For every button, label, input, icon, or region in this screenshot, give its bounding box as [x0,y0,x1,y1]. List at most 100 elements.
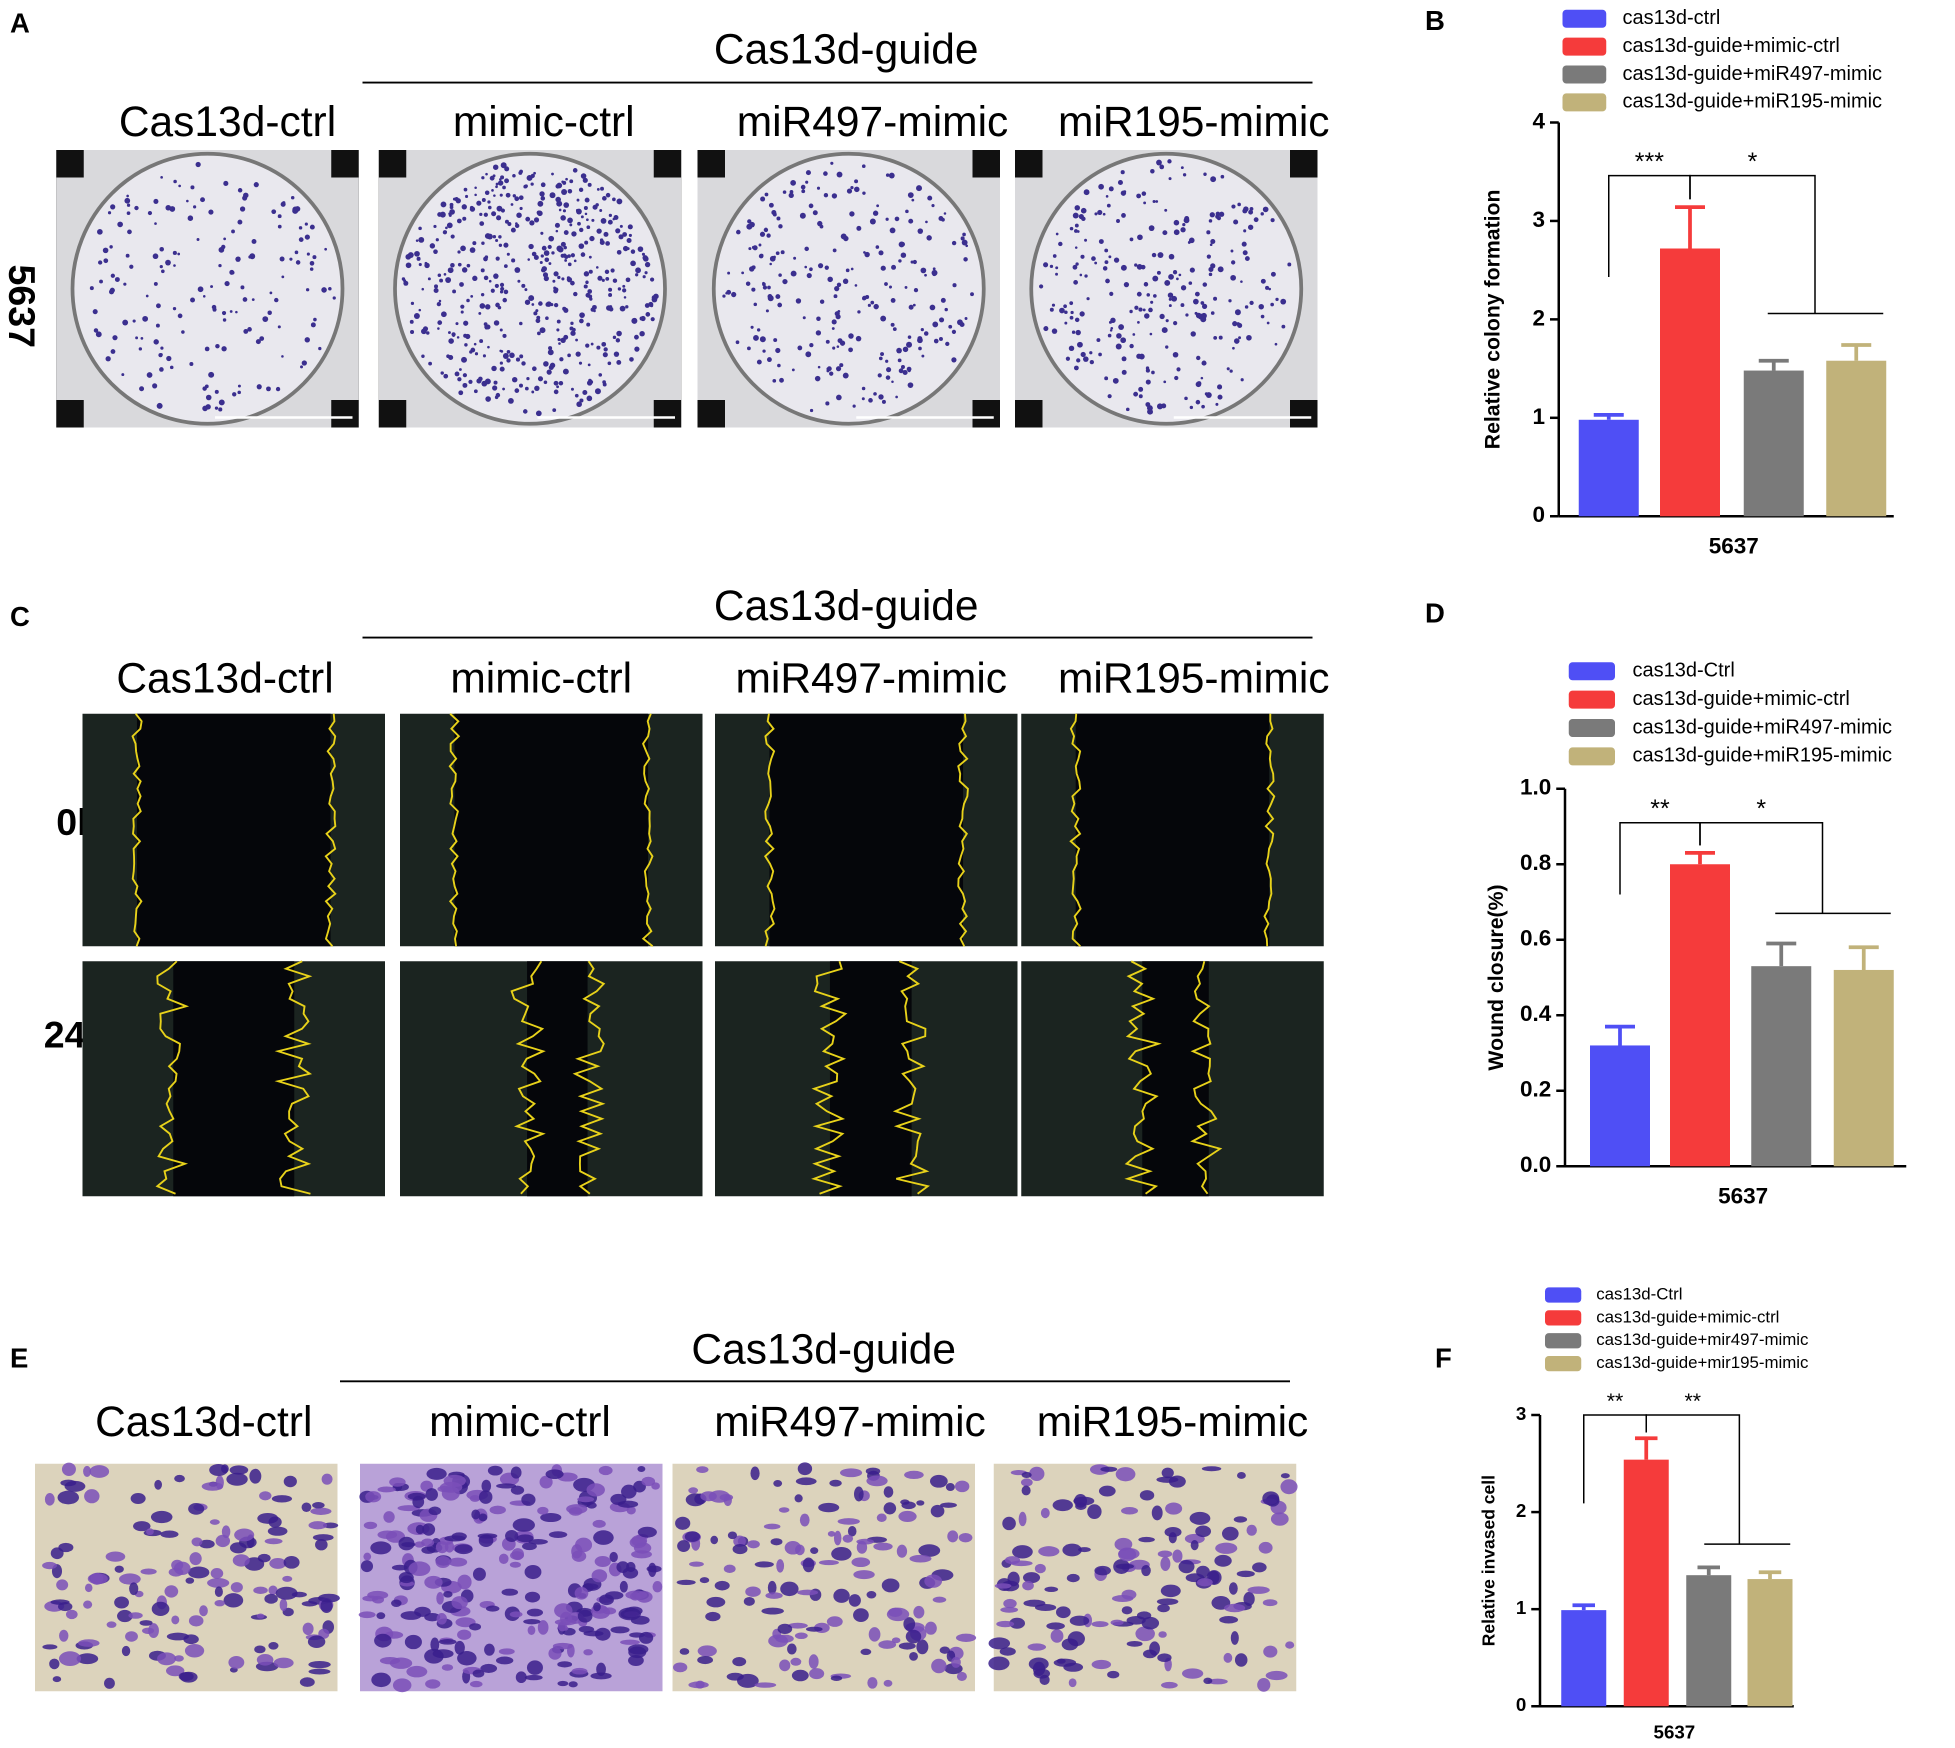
colony [619,305,626,312]
cell [310,1507,332,1515]
colony [1208,272,1213,277]
colony [846,188,853,194]
colony [571,231,577,237]
colony [321,287,327,293]
colony [809,408,814,413]
colony [898,241,905,248]
cell [676,1579,696,1585]
colony [1121,369,1127,375]
colony [535,309,539,313]
colony [1069,226,1074,231]
column-label: mimic-ctrl [429,1399,611,1446]
colony [613,351,620,357]
colony [555,196,561,203]
colony [587,289,593,294]
colony [540,231,544,235]
colony [1164,208,1168,212]
colony [775,347,781,354]
cell [574,1586,589,1600]
colony [503,289,509,295]
colony [605,241,610,246]
cell [253,1586,268,1594]
colony [160,176,163,179]
cell [301,1502,312,1512]
cell [275,1586,298,1600]
cell [214,1586,223,1598]
colony [1084,238,1088,242]
panel-label: C [10,601,30,632]
colony [533,217,540,223]
colony [556,182,563,189]
cell [554,1603,573,1618]
colony [178,184,181,188]
cell [436,1613,447,1625]
cell [697,1655,714,1665]
colony [1182,223,1186,227]
cell [1118,1547,1140,1560]
colony [282,201,286,205]
cell [1203,1677,1213,1685]
cell [279,1598,288,1612]
photo [1021,713,1324,947]
colony [880,315,887,322]
colony [495,256,500,261]
cell [443,1591,453,1598]
colony [817,365,821,369]
colony [801,189,806,194]
colony [1165,319,1169,323]
colony [159,353,163,357]
colony [524,288,528,292]
cell [1115,1467,1136,1482]
colony [248,255,252,259]
cell [454,1640,465,1655]
cell [435,1541,449,1554]
colony [878,394,884,400]
colony [612,335,617,340]
colony [255,339,261,345]
colony [1080,254,1085,259]
cell [1247,1586,1270,1594]
colony [1200,301,1205,305]
cell [568,1507,583,1516]
colony [512,194,516,198]
cell [994,1583,1012,1589]
cell [1149,1641,1160,1656]
colony [553,380,559,386]
wound-gap [1142,961,1209,1197]
colony [498,235,502,239]
cell [188,1502,205,1515]
cell [951,1656,961,1668]
cell [58,1651,82,1667]
colony [819,299,825,304]
cell [1039,1674,1050,1685]
colony [1180,285,1187,291]
cell [472,1669,485,1678]
colony [1074,223,1079,228]
colony [528,243,534,250]
colony [595,266,599,269]
cell [210,1567,224,1579]
colony [862,191,866,195]
colony [478,376,483,382]
colony [295,260,301,265]
colony [124,197,131,204]
colony [1157,252,1164,259]
colony [616,198,623,205]
bracket [1699,821,1891,915]
colony [578,243,585,249]
cell [876,1513,887,1522]
column-label: miR195-mimic [1037,1399,1309,1446]
colony [1176,367,1181,372]
colony [888,285,892,289]
colony [463,320,469,326]
cell [1237,1471,1246,1479]
cell [1265,1670,1288,1681]
colony [553,302,559,308]
cell [267,1526,288,1536]
cell [1009,1617,1026,1629]
colony [117,221,123,228]
cell [618,1607,641,1621]
cell [370,1541,392,1555]
colony [608,213,612,217]
colony [519,206,523,211]
